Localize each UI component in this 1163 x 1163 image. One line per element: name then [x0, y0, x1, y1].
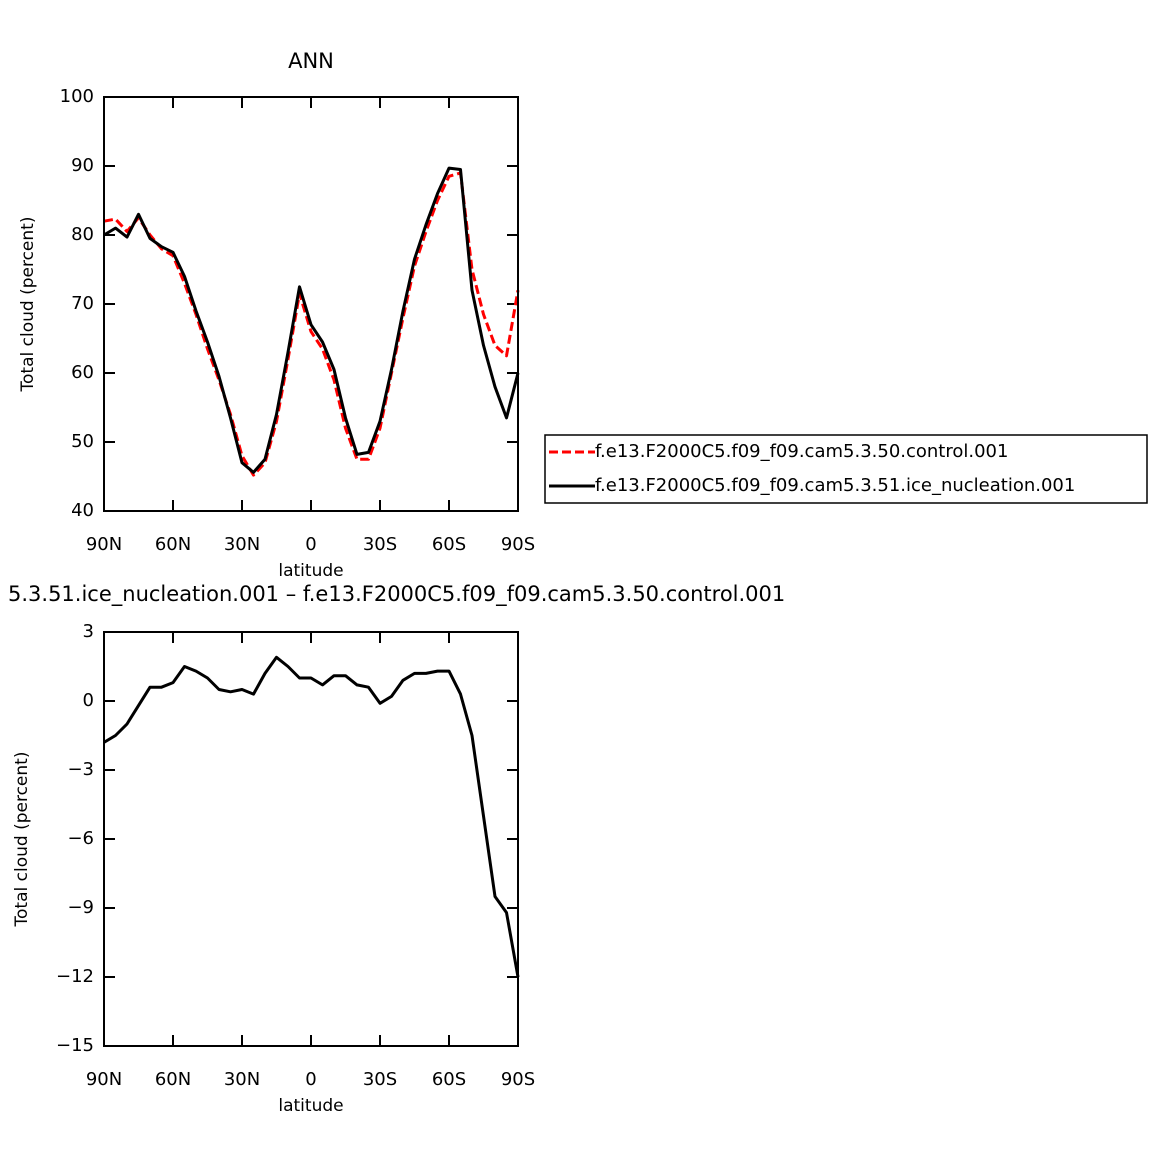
x-tick-label: 30N — [224, 1069, 260, 1090]
x-axis-label: latitude — [278, 561, 343, 581]
y-tick-label: 70 — [71, 293, 94, 314]
x-tick-label: 60S — [432, 1069, 466, 1090]
x-tick-label: 60N — [155, 1069, 191, 1090]
y-tick-label: −15 — [56, 1035, 94, 1056]
x-tick-label: 90S — [501, 534, 535, 555]
x-tick-label: 0 — [305, 534, 316, 555]
legend-box — [544, 434, 1148, 504]
y-tick-label: −3 — [67, 759, 94, 780]
plot-frame — [103, 631, 519, 1047]
x-axis-label: latitude — [278, 1096, 343, 1116]
y-tick-label: 0 — [83, 690, 94, 711]
chart-title: ANN — [288, 49, 334, 73]
x-tick-label: 0 — [305, 1069, 316, 1090]
x-tick-label: 30N — [224, 534, 260, 555]
y-tick-label: −9 — [67, 897, 94, 918]
y-tick-label: 3 — [83, 621, 94, 642]
x-tick-label: 60S — [432, 534, 466, 555]
x-tick-label: 90N — [86, 1069, 122, 1090]
y-axis-label: Total cloud (percent) — [12, 752, 32, 928]
chart-title: 5.3.51.ice_nucleation.001 – f.e13.F2000C… — [8, 582, 785, 607]
y-tick-label: 60 — [71, 362, 94, 383]
y-tick-label: 50 — [71, 431, 94, 452]
data-line — [103, 166, 520, 474]
y-tick-label: 40 — [71, 500, 94, 521]
x-tick-label: 30S — [363, 1069, 397, 1090]
y-tick-label: −6 — [67, 828, 94, 849]
y-tick-label: −12 — [56, 966, 94, 987]
plot-frame — [103, 96, 519, 512]
x-tick-label: 90N — [86, 534, 122, 555]
y-tick-label: 100 — [60, 86, 94, 107]
y-tick-label: 90 — [71, 155, 94, 176]
x-tick-label: 30S — [363, 534, 397, 555]
y-axis-label: Total cloud (percent) — [18, 217, 38, 393]
data-line — [103, 655, 520, 978]
y-tick-label: 80 — [71, 224, 94, 245]
x-tick-label: 60N — [155, 534, 191, 555]
legend-label: f.e13.F2000C5.f09_f09.cam5.3.51.ice_nucl… — [595, 475, 1075, 496]
legend-label: f.e13.F2000C5.f09_f09.cam5.3.50.control.… — [595, 441, 1008, 462]
x-tick-label: 90S — [501, 1069, 535, 1090]
